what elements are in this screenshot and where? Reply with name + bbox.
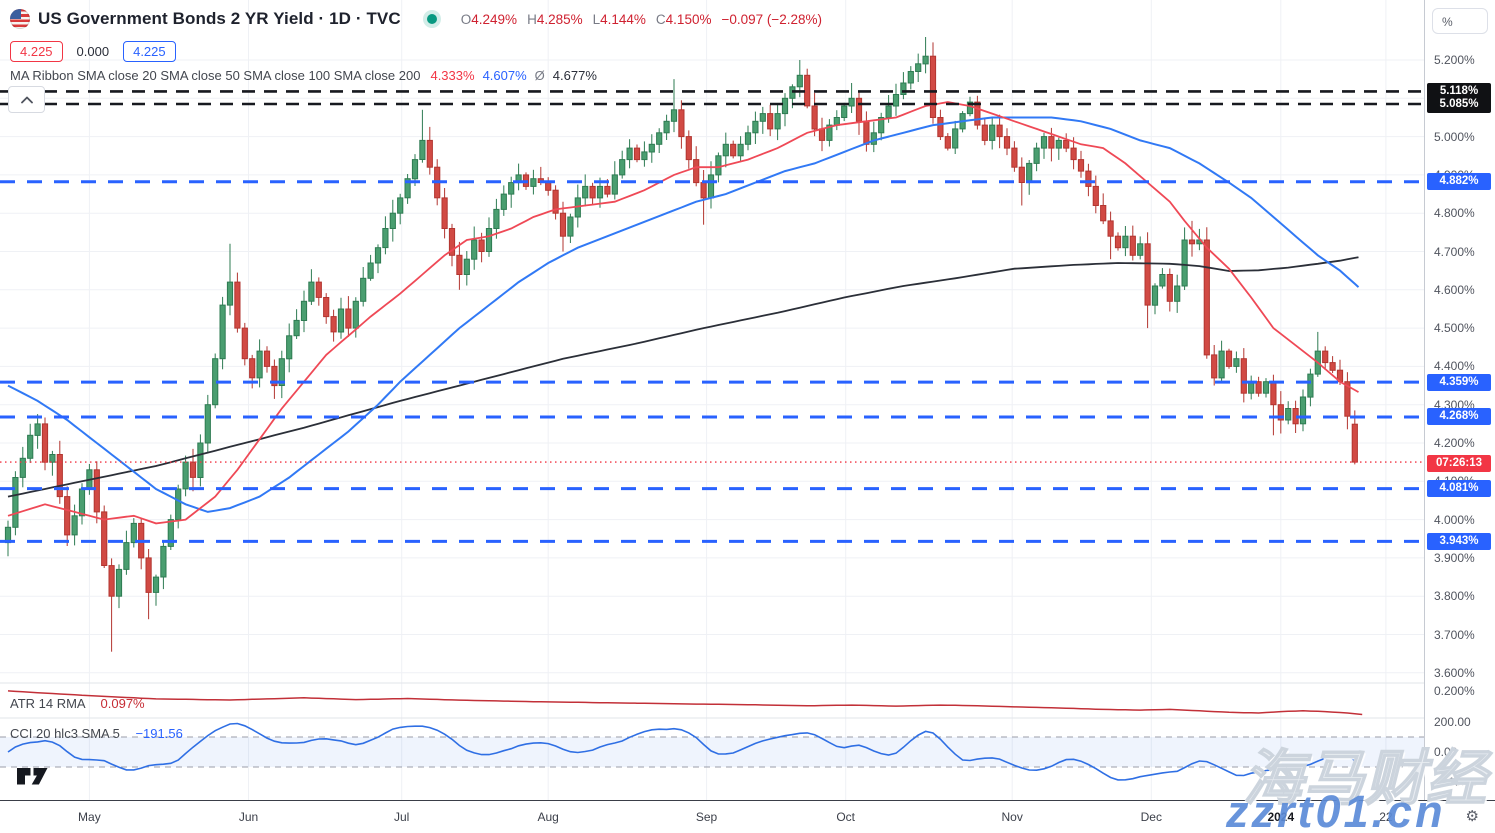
ma-sma50-value: 4.607% — [482, 68, 527, 83]
cci-value: −191.56 — [135, 726, 183, 741]
price-tick: 4.200% — [1434, 436, 1475, 450]
atr-axis-tick: 0.200% — [1434, 684, 1475, 698]
collapse-legend-button[interactable] — [8, 86, 45, 113]
sma50-line — [7, 116, 1360, 513]
ohlc-open: O4.249% — [460, 11, 518, 27]
price-level-badge-blue: 4.882% — [1427, 173, 1491, 191]
time-label: May — [78, 810, 101, 824]
atr-value: 0.097% — [100, 696, 145, 711]
price-tick: 4.800% — [1434, 206, 1475, 221]
time-label: 2024 — [1267, 810, 1295, 824]
cci-axis-tick: 0.00 — [1434, 745, 1458, 759]
price-tick: 4.300% — [1434, 397, 1475, 412]
price-tick: 3.800% — [1434, 589, 1475, 604]
price-tick: 4.400% — [1434, 359, 1475, 374]
spread-value: 0.000 — [76, 44, 110, 59]
buy-price-button[interactable]: 4.225 — [123, 41, 176, 62]
price-change: −0.097 (−2.28%) — [721, 11, 823, 27]
ma-ribbon-title: MA Ribbon — [10, 68, 74, 83]
chart-plot-area[interactable] — [0, 0, 1424, 833]
time-label: Oct — [836, 810, 856, 824]
time-label: Aug — [537, 810, 559, 824]
ma-sma100-hidden-value: Ø — [534, 68, 545, 83]
price-tick: 4.600% — [1434, 282, 1475, 297]
price-tick: 3.600% — [1434, 665, 1475, 680]
price-tick: 4.500% — [1434, 321, 1475, 336]
us-flag-icon — [10, 9, 30, 29]
ma-sma200-value: 4.677% — [552, 68, 597, 83]
atr-label: ATR 14 RMA — [10, 696, 85, 711]
price-tick: 5.200% — [1434, 53, 1475, 67]
time-label: 22 — [1379, 810, 1393, 824]
time-label: Jun — [238, 810, 259, 824]
gear-icon[interactable]: ⚙ — [1465, 808, 1479, 825]
bid-ask-row: 4.225 0.000 4.225 — [10, 41, 176, 62]
price-tick: 4.000% — [1434, 512, 1475, 527]
bar-countdown-badge: 07:26:13 — [1427, 455, 1491, 473]
time-label: Jul — [394, 810, 410, 824]
time-label: Dec — [1140, 810, 1162, 824]
sell-price-button[interactable]: 4.225 — [10, 41, 63, 62]
tradingview-logo[interactable] — [17, 768, 48, 790]
atr-line — [7, 690, 1363, 716]
symbol-title[interactable]: US Government Bonds 2 YR Yield · 1D · TV… — [38, 9, 401, 28]
time-label: Sep — [695, 810, 718, 824]
cci-indicator-legend[interactable]: CCI 20 hlc3 SMA 5 −191.56 — [10, 726, 183, 741]
market-status-dot-icon[interactable] — [426, 14, 437, 24]
price-tick: 3.900% — [1434, 550, 1475, 565]
price-level-badge-blue: 4.359% — [1427, 373, 1491, 391]
atr-indicator-legend[interactable]: ATR 14 RMA 0.097% — [10, 696, 145, 711]
ohlc-close: C4.150% — [655, 11, 712, 27]
price-level-badge-blue: 4.268% — [1427, 408, 1491, 426]
ohlc-high: H4.285% — [527, 11, 583, 27]
price-tick: 4.700% — [1434, 244, 1475, 259]
price-level-badge-black: 5.085% — [1427, 95, 1491, 113]
price-level-badge-blue: 3.943% — [1427, 532, 1491, 550]
time-label: Nov — [1001, 810, 1023, 824]
ma-sma20-value: 4.333% — [430, 68, 475, 83]
ohlc-low: L4.144% — [592, 11, 646, 27]
price-scale-unit-button[interactable]: % — [1432, 8, 1488, 34]
price-level-badge-blue: 4.081% — [1427, 480, 1491, 498]
sma20-line — [7, 101, 1359, 525]
price-axis[interactable]: % 5.200%5.100%5.000%4.900%4.800%4.700%4.… — [1424, 0, 1495, 800]
sma200-line — [7, 256, 1359, 498]
ma-ribbon-params: SMA close 20 SMA close 50 SMA close 100 … — [77, 68, 421, 83]
tradingview-logo-icon — [17, 768, 48, 785]
cci-label: CCI 20 hlc3 SMA 5 — [10, 726, 120, 741]
time-axis[interactable]: ⚙ May Jun Jul Aug Sep Oct Nov Dec 2024 22 — [0, 800, 1495, 833]
candlestick-series — [4, 37, 1358, 652]
price-tick: 5.000% — [1434, 129, 1475, 144]
chevron-up-icon — [20, 96, 33, 103]
ma-ribbon-legend[interactable]: MA Ribbon SMA close 20 SMA close 50 SMA … — [10, 68, 597, 83]
cci-axis-tick: 200.00 — [1434, 715, 1471, 729]
cci-line — [7, 722, 1356, 781]
symbol-legend-row: US Government Bonds 2 YR Yield · 1D · TV… — [10, 9, 822, 29]
cci-axis-tick: −200.00 — [1434, 775, 1478, 789]
price-tick: 3.700% — [1434, 627, 1475, 642]
